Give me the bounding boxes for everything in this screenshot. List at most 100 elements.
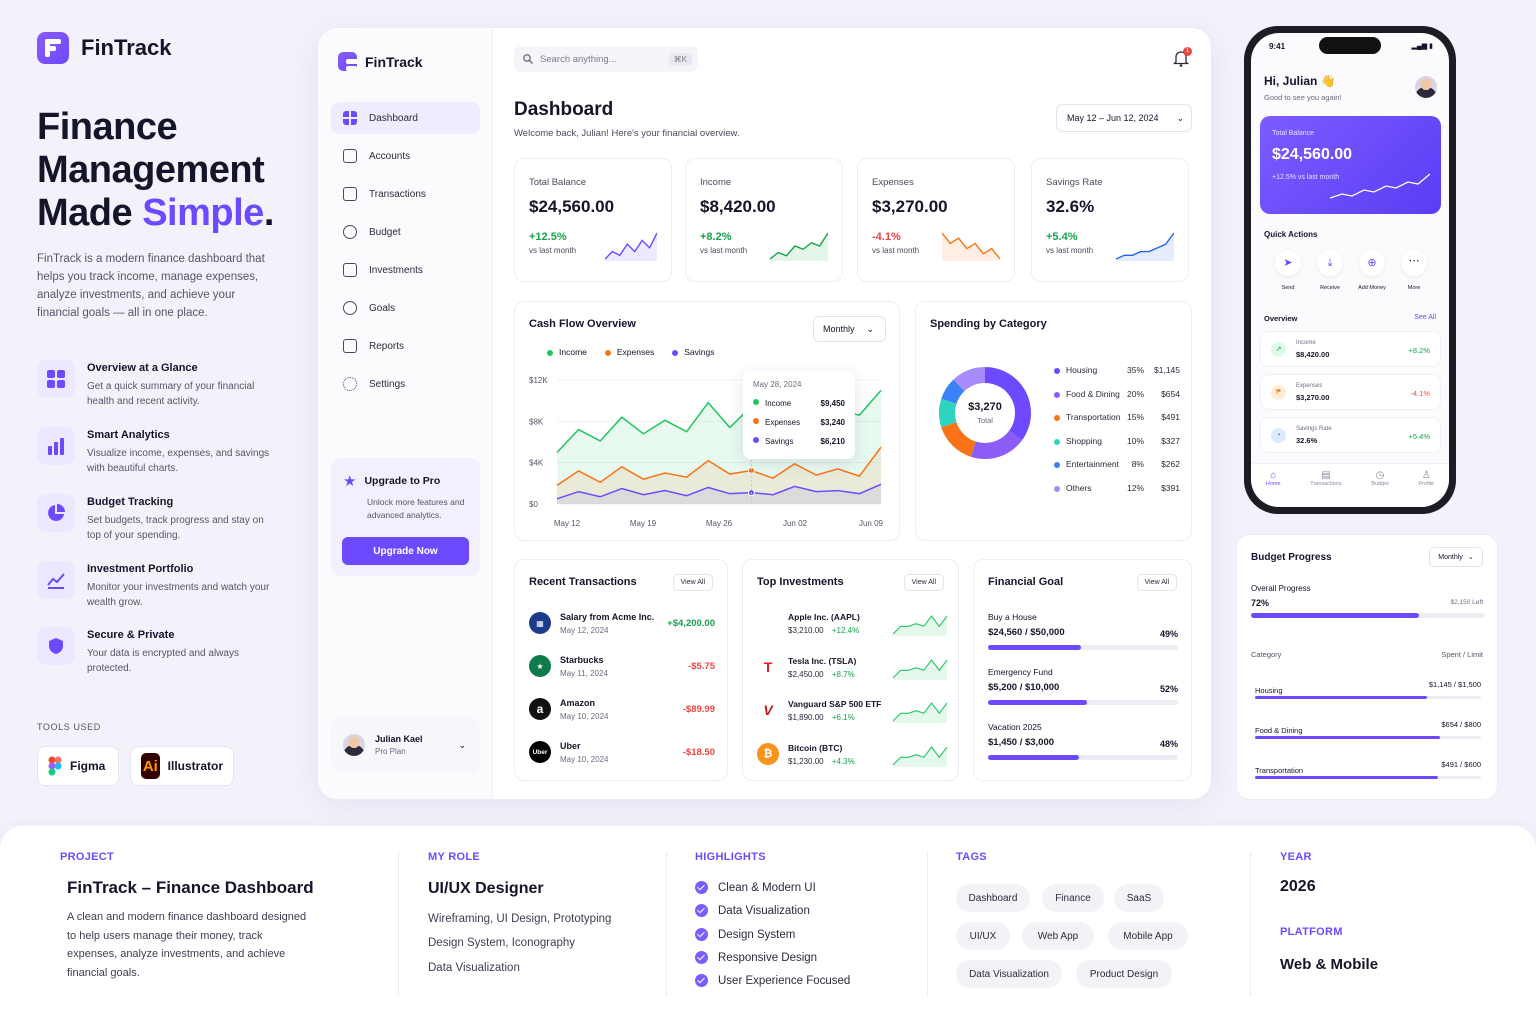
chart-tooltip: May 28, 2024 Income $9,450 Expenses $3,240… <box>743 371 855 459</box>
transaction-row[interactable]: Uber Uber May 10, 2024 -$18.50 <box>529 739 715 767</box>
overview-row[interactable]: ◔ Savings Rate 32.6% +5.4% <box>1260 417 1441 453</box>
tag[interactable]: UI/UX <box>956 922 1010 950</box>
tab-profile[interactable]: ♙ Profile <box>1418 470 1435 487</box>
illustrator-icon: Ai <box>141 753 160 779</box>
goal-item[interactable]: Emergency Fund $5,200 / $10,000 52% <box>988 667 1178 705</box>
nav-transactions[interactable]: Transactions <box>331 178 480 210</box>
brand: FinTrack <box>37 32 171 64</box>
tag[interactable]: Finance <box>1042 884 1104 912</box>
search-input[interactable]: Search anything... ⌘K <box>514 46 698 72</box>
upgrade-button[interactable]: Upgrade Now <box>342 537 469 565</box>
tag[interactable]: SaaS <box>1114 884 1164 912</box>
goal-progress-fill <box>988 700 1087 705</box>
tag[interactable]: Product Design <box>1076 960 1172 988</box>
investment-row[interactable]: Apple Inc. (AAPL) $3,210.00 +12.4% <box>757 610 947 638</box>
sparkline-line <box>893 746 947 766</box>
stat-card-savings: Savings Rate 32.6% +5.4% vs last month <box>1031 158 1189 282</box>
investment-row[interactable]: ₿ Bitcoin (BTC) $1,230.00 +4.3% <box>757 741 947 769</box>
avatar[interactable] <box>1415 76 1437 98</box>
tag[interactable]: Dashboard <box>956 884 1030 912</box>
tag[interactable]: Data Visualization <box>956 960 1062 988</box>
more-button[interactable]: ⋯ More <box>1397 250 1431 291</box>
sparkline-area <box>605 233 657 261</box>
tab-budget[interactable]: ◷ Budget <box>1371 470 1389 487</box>
tag[interactable]: Mobile App <box>1108 922 1188 950</box>
view-all-button[interactable]: View All <box>672 574 713 591</box>
nav-settings[interactable]: Settings <box>331 368 480 400</box>
view-all-button[interactable]: View All <box>903 574 944 591</box>
bitcoin-icon: ₿ <box>757 743 779 765</box>
bank-icon: ▦ <box>529 612 551 634</box>
fintrack-logo-icon <box>338 52 362 71</box>
x-tick-label: Jun 02 <box>783 519 808 528</box>
view-all-button[interactable]: View All <box>1136 574 1177 591</box>
budget-icon: ◷ <box>1375 470 1385 481</box>
starbucks-icon: ★ <box>529 655 551 677</box>
receive-button[interactable]: ⤓ Receive <box>1313 250 1347 291</box>
user-card[interactable]: Julian Kael Pro Plan ⌄ <box>331 718 480 772</box>
period-select[interactable]: Monthly ⌄ <box>1429 547 1483 567</box>
x-tick-label: May 19 <box>630 519 657 528</box>
transaction-row[interactable]: a Amazon May 10, 2024 -$89.99 <box>529 696 715 724</box>
transaction-row[interactable]: ▦ Salary from Acme Inc. May 12, 2024 +$4,20… <box>529 610 715 638</box>
stat-card-balance: Total Balance $24,560.00 +12.5% vs last mo… <box>514 158 672 282</box>
period-select[interactable]: Monthly ⌄ <box>813 316 886 342</box>
upgrade-card: ★ Upgrade to Pro Unlock more features and… <box>331 458 480 576</box>
y-tick-label: $12K <box>529 376 548 385</box>
x-tick-label: Jun 09 <box>859 519 884 528</box>
tesla-icon: T <box>757 656 779 678</box>
chevron-down-icon: ⌄ <box>866 323 875 334</box>
overview-row[interactable]: ₱ Expenses $3,270.00 -4.1% <box>1260 374 1441 410</box>
nav-goals[interactable]: Goals <box>331 292 480 324</box>
budget-row[interactable]: Food & Dining $654 / $800 <box>1255 720 1481 739</box>
stat-card-income: Income $8,420.00 +8.2% vs last month <box>685 158 843 282</box>
tab-transactions[interactable]: ▤ Transactions <box>1310 470 1342 487</box>
sparkline-line <box>605 232 657 260</box>
highlight-item: Responsive Design <box>695 951 817 964</box>
investment-row[interactable]: T Tesla Inc. (TSLA) $2,450.00 +8.7% <box>757 654 947 682</box>
sparkline <box>893 659 947 680</box>
goal-item[interactable]: Buy a House $24,560 / $50,000 49% <box>988 612 1178 650</box>
sparkline <box>893 702 947 723</box>
shield-icon <box>37 627 75 665</box>
target-icon <box>343 301 357 315</box>
series-line-savings <box>556 483 882 500</box>
chevron-down-icon: ⌄ <box>1176 112 1185 123</box>
bar-chart-icon <box>37 427 75 465</box>
notification-button[interactable]: 1 <box>1172 47 1192 72</box>
legend-housing: Housing 35% $1,145 <box>1054 365 1180 375</box>
chart-legend: Income Expenses Savings <box>547 347 714 357</box>
tools-label: TOOLS USED <box>37 722 101 732</box>
nav-reports[interactable]: Reports <box>331 330 480 362</box>
budget-row[interactable]: Housing $1,145 / $1,500 <box>1255 680 1481 699</box>
tag[interactable]: Web App <box>1022 922 1094 950</box>
wallet-icon <box>343 149 357 163</box>
pie-chart-icon <box>37 494 75 532</box>
highlight-item: Clean & Modern UI <box>695 881 816 894</box>
sparkline <box>893 746 947 767</box>
budget-row[interactable]: Transportation $491 / $600 <box>1255 760 1481 779</box>
cashflow-panel: Cash Flow Overview Monthly ⌄ Income Expen… <box>514 301 900 541</box>
hero-description: FinTrack is a modern finance dashboard t… <box>37 253 265 319</box>
investment-row[interactable]: V Vanguard S&P 500 ETF $1,890.00 +6.1% <box>757 697 947 725</box>
vanguard-icon: V <box>757 699 779 721</box>
donut-slice-others <box>953 367 985 392</box>
nav-dashboard[interactable]: Dashboard <box>331 102 480 134</box>
sparkline-line <box>1116 232 1174 260</box>
legend-food: Food & Dining 20% $654 <box>1054 389 1180 399</box>
date-range-select[interactable]: May 12 – Jun 12, 2024 ⌄ <box>1056 104 1192 132</box>
nav-accounts[interactable]: Accounts <box>331 140 480 172</box>
sparkline <box>1116 232 1174 261</box>
send-button[interactable]: ➤ Send <box>1271 250 1305 291</box>
add-money-button[interactable]: ⊕ Add Money <box>1355 250 1389 291</box>
see-all-link[interactable]: See All <box>1414 314 1436 321</box>
feature-secure: Secure & Private Your data is encrypted a… <box>37 627 277 676</box>
tab-home[interactable]: ⌂ Home <box>1265 470 1281 487</box>
nav-budget[interactable]: Budget <box>331 216 480 248</box>
nav-investments[interactable]: Investments <box>331 254 480 286</box>
goal-item[interactable]: Vacation 2025 $1,450 / $3,000 48% <box>988 722 1178 760</box>
transaction-row[interactable]: ★ Starbucks May 11, 2024 -$5.75 <box>529 653 715 681</box>
overview-row[interactable]: ↗ Income $8,420.00 +8.2% <box>1260 331 1441 367</box>
feature-budget: Budget Tracking Set budgets, track progre… <box>37 494 277 543</box>
transactions-panel: Recent Transactions View All ▦ Salary fro… <box>514 559 728 781</box>
